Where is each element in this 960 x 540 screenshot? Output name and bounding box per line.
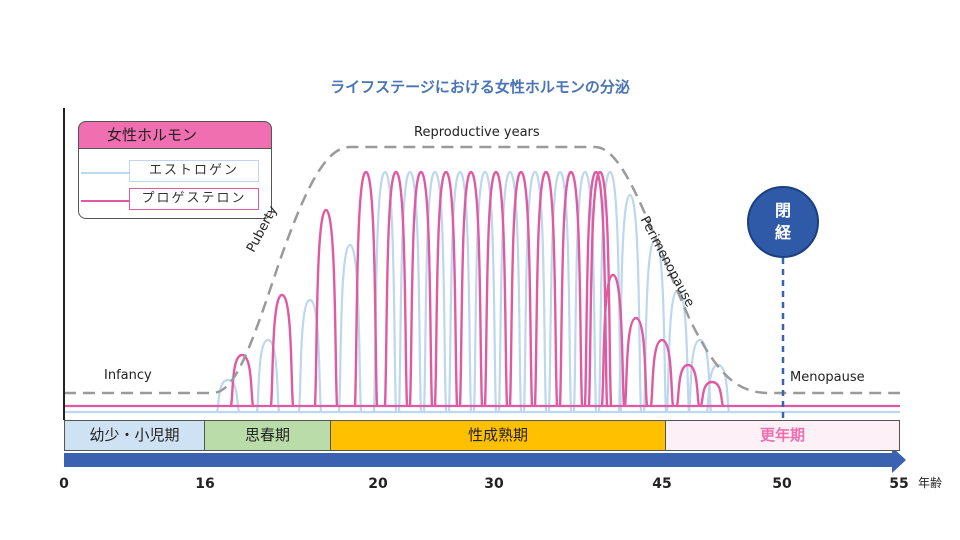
legend-swatch-progesterone <box>81 200 131 202</box>
tick-label: 55 <box>889 476 909 492</box>
estrogen-pulse <box>297 298 323 413</box>
estrogen-pulse <box>472 170 498 413</box>
menopause-marker-char-1: 閉 <box>774 201 791 220</box>
label-menopause: Menopause <box>790 370 865 385</box>
stage-puberty: 思春期 <box>204 420 331 451</box>
legend-title: 女性ホルモン <box>78 121 272 149</box>
progesterone-pulse <box>353 170 379 407</box>
menopause-marker-char-2: 経 <box>774 223 791 242</box>
progesterone-pulse <box>269 293 295 407</box>
tick-label: 30 <box>484 476 504 492</box>
axis-unit-label: 年齢 <box>918 476 943 490</box>
estrogen-pulse <box>397 170 423 413</box>
estrogen-pulse <box>497 170 523 413</box>
estrogen-curve <box>64 170 900 414</box>
tick-label: 50 <box>772 476 792 492</box>
label-reproductive-years: Reproductive years <box>414 125 540 140</box>
tick-label: 16 <box>195 476 215 492</box>
stage-childhood: 幼少・小児期 <box>64 420 205 451</box>
tick-label: 20 <box>368 476 388 492</box>
progesterone-pulse <box>699 380 725 407</box>
progesterone-pulse <box>558 170 584 407</box>
estrogen-pulse <box>572 170 598 413</box>
progesterone-pulse <box>483 170 509 407</box>
legend-item-progesterone: プロゲステロン <box>79 188 273 214</box>
estrogen-pulse <box>255 338 281 413</box>
progesterone-pulse <box>675 363 701 407</box>
estrogen-pulse <box>447 170 473 413</box>
progesterone-pulse <box>408 170 434 407</box>
stage-reproductive: 性成熟期 <box>330 420 666 451</box>
estrogen-pulse <box>215 378 241 413</box>
legend-swatch-estrogen <box>81 172 131 174</box>
estrogen-pulse <box>617 193 643 413</box>
progesterone-pulse <box>623 316 649 407</box>
menopause-marker: 閉 経 <box>747 186 819 258</box>
progesterone-pulse <box>458 170 484 407</box>
estrogen-pulse <box>547 170 573 413</box>
progesterone-pulse <box>313 208 339 407</box>
diagram-title: ライフステージにおける女性ホルモンの分泌 <box>330 78 630 96</box>
estrogen-pulse <box>422 170 448 413</box>
age-arrow <box>64 447 906 473</box>
label-infancy: Infancy <box>104 368 152 383</box>
legend: 女性ホルモン エストロゲン プロゲステロン <box>78 121 272 219</box>
tick-label: 0 <box>59 476 69 492</box>
progesterone-pulse <box>587 170 613 407</box>
legend-label-estrogen: エストロゲン <box>129 160 259 182</box>
progesterone-pulse <box>533 170 559 407</box>
progesterone-pulse <box>383 170 409 407</box>
legend-item-estrogen: エストロゲン <box>79 160 273 186</box>
legend-label-progesterone: プロゲステロン <box>129 188 259 210</box>
estrogen-pulse <box>337 243 363 413</box>
stage-menopause-transition: 更年期 <box>665 420 900 451</box>
estrogen-pulse <box>522 170 548 413</box>
progesterone-pulse <box>229 353 255 407</box>
progesterone-pulse <box>433 170 459 407</box>
progesterone-curve <box>64 170 900 408</box>
progesterone-pulse <box>508 170 534 407</box>
tick-label: 45 <box>652 476 672 492</box>
progesterone-pulse <box>649 338 675 407</box>
progesterone-pulse <box>600 273 626 407</box>
